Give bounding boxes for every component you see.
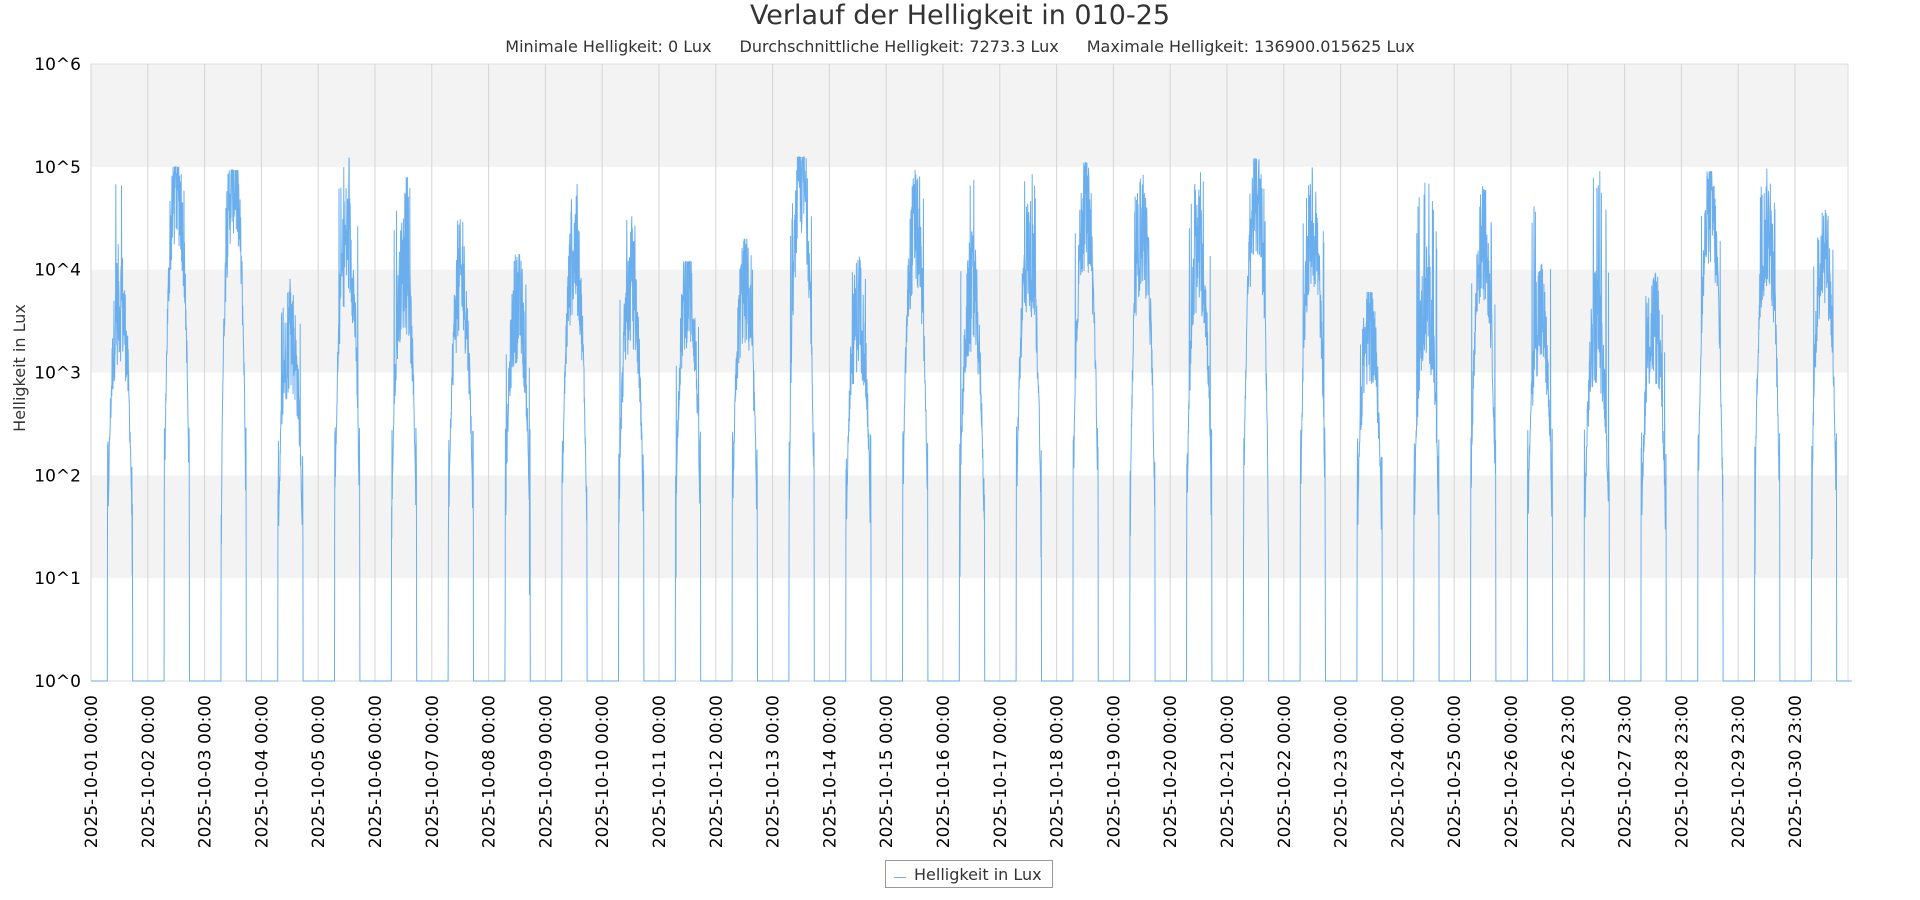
x-tick-label: 2025-10-16 00:00 — [934, 695, 954, 848]
x-tick-label: 2025-10-17 00:00 — [991, 695, 1011, 848]
grid-lines — [90, 64, 1796, 681]
min-brightness: Minimale Helligkeit: 0 Lux — [505, 37, 712, 56]
x-tick-label: 2025-10-28 23:00 — [1672, 695, 1692, 848]
y-tick-label: 10^5 — [34, 158, 81, 178]
x-tick-label: 2025-10-22 00:00 — [1275, 695, 1295, 848]
y-tick-label: 10^1 — [34, 569, 81, 589]
plot-band — [91, 372, 1848, 476]
x-tick-label: 2025-10-14 00:00 — [820, 695, 840, 848]
y-axis: 10^0 10^1 10^2 10^3 10^4 10^5 10^6 — [34, 55, 81, 692]
x-tick-label: 2025-10-03 00:00 — [196, 695, 216, 848]
x-tick-label: 2025-10-25 00:00 — [1445, 695, 1465, 848]
y-axis-label: Helligkeit in Lux — [10, 304, 29, 432]
x-tick-label: 2025-10-15 00:00 — [877, 695, 897, 848]
x-tick-label: 2025-10-26 23:00 — [1559, 695, 1579, 848]
y-tick-label: 10^3 — [34, 364, 81, 384]
x-tick-label: 2025-10-02 00:00 — [139, 695, 159, 848]
x-tick-label: 2025-10-26 00:00 — [1502, 695, 1522, 848]
x-tick-label: 2025-10-19 00:00 — [1104, 695, 1124, 848]
max-brightness: Maximale Helligkeit: 136900.015625 Lux — [1086, 37, 1415, 56]
x-tick-label: 2025-10-05 00:00 — [309, 695, 329, 848]
plot-band — [91, 475, 1848, 579]
plot-band — [91, 578, 1848, 681]
x-tick-label: 2025-10-24 00:00 — [1388, 695, 1408, 848]
x-tick-label: 2025-10-01 00:00 — [82, 695, 102, 848]
x-tick-label: 2025-10-21 00:00 — [1218, 695, 1238, 848]
x-tick-label: 2025-10-12 00:00 — [707, 695, 727, 848]
x-tick-label: 2025-10-20 00:00 — [1161, 695, 1181, 848]
y-tick-label: 10^0 — [34, 672, 81, 692]
x-tick-label: 2025-10-08 00:00 — [480, 695, 500, 848]
y-tick-label: 10^6 — [34, 55, 81, 75]
x-tick-label: 2025-10-18 00:00 — [1048, 695, 1068, 848]
legend-label: Helligkeit in Lux — [914, 864, 1042, 884]
x-tick-label: 2025-10-04 00:00 — [252, 695, 272, 848]
avg-brightness: Durchschnittliche Helligkeit: 7273.3 Lux — [739, 37, 1059, 56]
x-tick-label: 2025-10-10 00:00 — [593, 695, 613, 848]
chart-title: Verlauf der Helligkeit in 010-25 — [749, 0, 1171, 31]
x-tick-label: 2025-10-13 00:00 — [764, 695, 784, 848]
data-series — [91, 156, 1852, 682]
legend-line-swatch — [894, 876, 906, 878]
y-tick-label: 10^4 — [34, 261, 81, 281]
x-tick-label: 2025-10-29 23:00 — [1729, 695, 1749, 848]
x-tick-label: 2025-10-30 23:00 — [1786, 695, 1806, 848]
legend[interactable]: Helligkeit in Lux — [885, 860, 1053, 888]
x-tick-label: 2025-10-07 00:00 — [423, 695, 443, 848]
x-tick-label: 2025-10-09 00:00 — [536, 695, 556, 848]
x-axis: 2025-10-01 00:00 2025-10-02 00:00 2025-10-… — [82, 695, 1806, 848]
plot-band — [91, 64, 1848, 167]
y-tick-label: 10^2 — [34, 466, 81, 486]
x-tick-label: 2025-10-27 23:00 — [1616, 695, 1636, 848]
x-tick-label: 2025-10-23 00:00 — [1332, 695, 1352, 848]
brightness-line — [91, 156, 1852, 682]
x-tick-label: 2025-10-11 00:00 — [650, 695, 670, 848]
statistics-line: Minimale Helligkeit: 0 Lux Durchschnittli… — [0, 37, 1920, 56]
x-tick-label: 2025-10-06 00:00 — [366, 695, 386, 848]
